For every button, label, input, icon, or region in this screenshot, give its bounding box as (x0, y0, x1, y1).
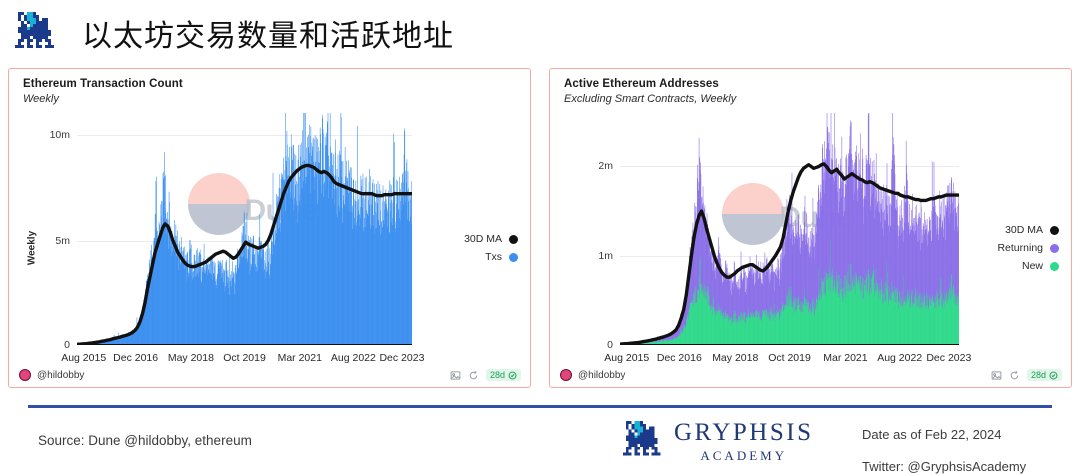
brand-name: GRYPHSIS (674, 419, 814, 446)
avatar (560, 369, 572, 381)
author-handle[interactable]: @hildobby (578, 369, 626, 381)
chart-legend: 30D MA Returning New (997, 218, 1059, 278)
date-text: Date as of Feb 22, 2024 (862, 427, 1002, 442)
author-handle[interactable]: @hildobby (37, 369, 85, 381)
refresh-interval-label: 28d (489, 370, 505, 380)
plot-area: 10m 5m 0 Dune Aug 2015 Dec 2016 May 2018… (50, 113, 424, 364)
y-tick-label: 1m (598, 249, 613, 262)
legend-swatch-returning-icon (1050, 243, 1059, 253)
legend-swatch-txs-icon (509, 252, 518, 262)
y-tick-label: 5m (55, 234, 70, 247)
legend-label: New (1021, 260, 1043, 272)
x-tick-label: Aug 2015 (61, 352, 107, 364)
brand-subtitle: ACADEMY (700, 448, 788, 463)
gryphsis-griffin-icon (12, 9, 60, 57)
x-tick-label: May 2018 (712, 352, 759, 364)
plot-wrapper: Weekly 10m 5m 0 Dune Aug 2015 Dec 2016 M… (9, 109, 530, 387)
page-footer: Source: Dune @hildobby, ethereum (0, 409, 1080, 474)
legend-label: 30D MA (1005, 224, 1043, 236)
x-tick-label: Mar 2021 (277, 352, 322, 364)
chart-legend: 30D MA Txs (464, 227, 518, 269)
x-tick-label: Dec 2023 (379, 352, 425, 364)
legend-label: Txs (485, 251, 502, 263)
refresh-interval-badge[interactable]: 28d (1026, 369, 1062, 381)
y-tick-label: 2m (598, 160, 613, 173)
x-tick-label: Oct 2019 (768, 352, 811, 364)
chart-footer: @hildobby 28d (550, 366, 1071, 384)
legend-swatch-30d-ma-icon (1050, 225, 1059, 235)
y-tick-label: 0 (607, 339, 613, 351)
chart-title: Active Ethereum Addresses (564, 78, 719, 90)
x-tick-label: May 2018 (167, 352, 214, 364)
image-export-icon[interactable] (991, 370, 1002, 381)
footer-meta: Date as of Feb 22, 2024 Twitter: @Gryphs… (862, 427, 1026, 474)
twitter-text: Twitter: @GryphsisAcademy (862, 459, 1027, 474)
x-tick-label: Dec 2023 (926, 352, 972, 364)
refresh-icon[interactable] (1009, 370, 1020, 381)
x-tick-label: Aug 2022 (877, 352, 923, 364)
image-export-icon[interactable] (450, 370, 461, 381)
chart-footer: @hildobby 28d (9, 366, 530, 384)
legend-label: Returning (997, 242, 1043, 254)
refresh-interval-label: 28d (1030, 370, 1046, 380)
page-title: 以太坊交易数量和活跃地址 (82, 20, 454, 53)
plot-wrapper: 2m 1m 0 Dune Aug 2015 Dec 2016 May 2018 … (550, 109, 1071, 387)
legend-item[interactable]: 30D MA (997, 224, 1059, 236)
x-tick-label: Dec 2016 (113, 352, 159, 364)
legend-item[interactable]: 30D MA (464, 233, 518, 245)
chart-subtitle: Excluding Smart Contracts, Weekly (564, 93, 737, 105)
x-tick-label: Dec 2016 (656, 352, 702, 364)
x-tick-label: Aug 2022 (330, 352, 376, 364)
gridline-2m (620, 166, 959, 168)
chart-card-active-addresses: Active Ethereum Addresses Excluding Smar… (549, 68, 1072, 388)
brand-lockup: GRYPHSIS ACADEMY (620, 418, 814, 464)
source-text: Source: Dune @hildobby, ethereum (38, 433, 252, 448)
legend-item[interactable]: Returning (997, 242, 1059, 254)
chart-plot-svg (77, 113, 412, 345)
x-tick-label: Aug 2015 (604, 352, 650, 364)
x-tick-label: Oct 2019 (223, 352, 266, 364)
legend-swatch-30d-ma-icon (509, 234, 518, 244)
chart-card-transaction-count: Ethereum Transaction Count Weekly Weekly… (8, 68, 531, 388)
avatar (19, 369, 31, 381)
page-header: 以太坊交易数量和活跃地址 (0, 0, 1080, 66)
legend-item[interactable]: Txs (464, 251, 518, 263)
chart-header: Active Ethereum Addresses Excluding Smar… (550, 69, 1071, 105)
legend-item[interactable]: New (997, 260, 1059, 272)
gryphsis-griffin-icon (620, 418, 666, 464)
y-axis-title: Weekly (26, 230, 38, 266)
chart-subtitle: Weekly (23, 93, 59, 105)
y-tick-label: 0 (64, 339, 70, 351)
refresh-icon[interactable] (468, 370, 479, 381)
charts-row: Ethereum Transaction Count Weekly Weekly… (0, 68, 1080, 388)
y-tick-label: 10m (49, 129, 70, 142)
chart-title: Ethereum Transaction Count (23, 78, 183, 90)
chart-header: Ethereum Transaction Count Weekly (9, 69, 530, 105)
gridline-10m (77, 135, 412, 137)
refresh-interval-badge[interactable]: 28d (485, 369, 521, 381)
footer-divider (28, 405, 1052, 408)
plot-area: 2m 1m 0 Dune Aug 2015 Dec 2016 May 2018 … (598, 113, 971, 364)
chart-plot-svg (620, 113, 959, 345)
legend-swatch-new-icon (1050, 261, 1059, 271)
legend-label: 30D MA (464, 233, 502, 245)
x-axis-line (77, 343, 412, 345)
x-tick-label: Mar 2021 (823, 352, 868, 364)
x-axis-line (620, 343, 959, 345)
